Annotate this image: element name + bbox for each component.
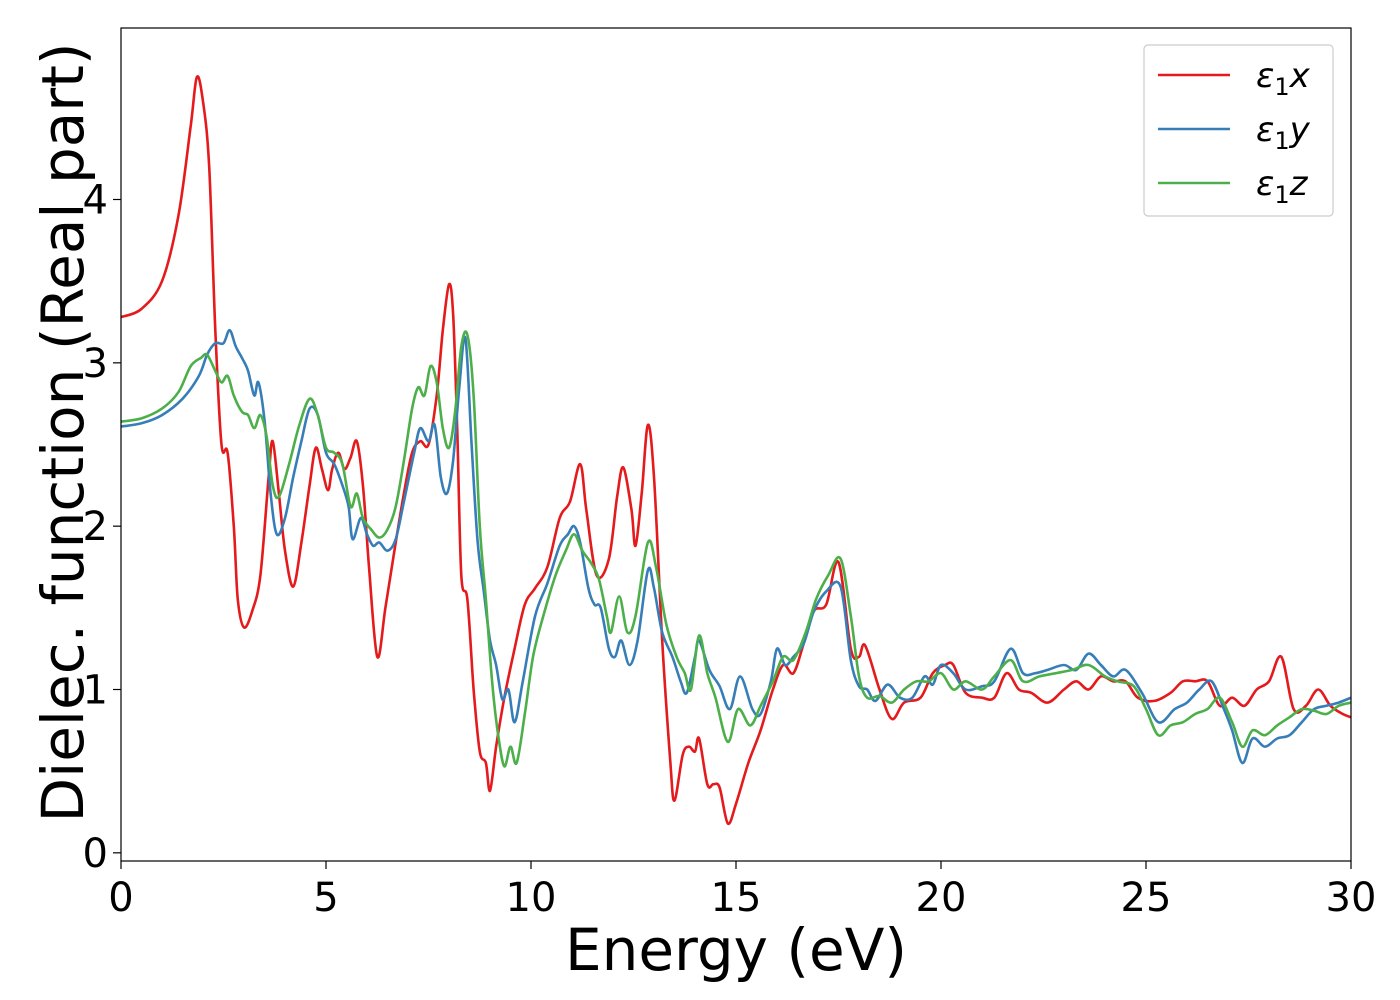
y-tick-label: 1 bbox=[83, 668, 108, 714]
x-axis: 0 5 10 15 20 25 30 bbox=[108, 861, 1376, 921]
legend-variable: x bbox=[1289, 56, 1311, 96]
legend-variable: y bbox=[1289, 110, 1311, 150]
legend-symbol: ε bbox=[1256, 110, 1274, 150]
x-tick-label: 25 bbox=[1121, 875, 1172, 921]
y-axis-title: Dielec. function (Real part) bbox=[29, 42, 97, 822]
x-tick-label: 10 bbox=[506, 875, 557, 921]
x-axis-title: Energy (eV) bbox=[565, 916, 907, 984]
series-line-x bbox=[120, 74, 1352, 826]
legend-box bbox=[1143, 44, 1334, 217]
legend-symbol: ε bbox=[1256, 164, 1274, 204]
y-tick-label: 3 bbox=[83, 341, 108, 387]
y-tick-label: 0 bbox=[83, 831, 108, 877]
legend-entry-y: ε1y bbox=[1256, 110, 1311, 155]
y-tick-label: 4 bbox=[83, 178, 108, 224]
series-line-z bbox=[120, 330, 1352, 768]
legend-variable: z bbox=[1289, 164, 1309, 204]
x-tick-label: 5 bbox=[313, 875, 338, 921]
x-tick-label: 0 bbox=[108, 875, 133, 921]
x-tick-label: 20 bbox=[916, 875, 967, 921]
legend-symbol: ε bbox=[1256, 56, 1274, 96]
legend-subscript: 1 bbox=[1274, 181, 1289, 209]
y-axis: 0 1 2 3 4 bbox=[83, 178, 121, 877]
x-tick-label: 15 bbox=[711, 875, 762, 921]
series-layer bbox=[120, 74, 1352, 826]
legend-subscript: 1 bbox=[1274, 73, 1289, 101]
legend-entry-x: ε1x bbox=[1256, 56, 1311, 101]
legend-entry-z: ε1z bbox=[1256, 164, 1309, 209]
y-tick-label: 2 bbox=[83, 504, 108, 550]
x-tick-label: 30 bbox=[1326, 875, 1377, 921]
legend-subscript: 1 bbox=[1274, 127, 1289, 155]
